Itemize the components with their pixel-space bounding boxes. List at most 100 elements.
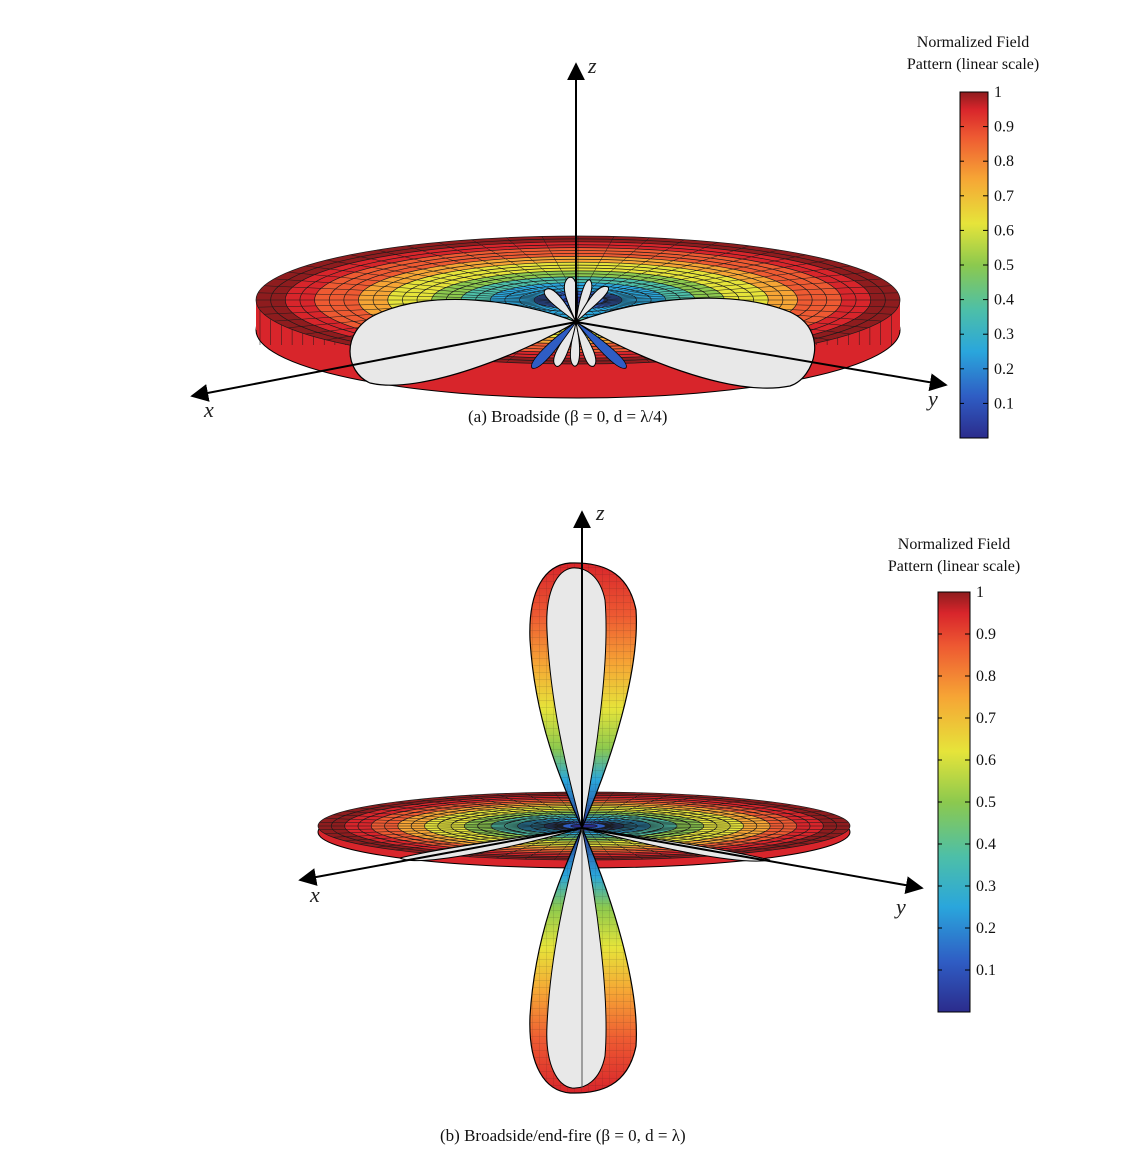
colorbar-b-gradient	[937, 591, 971, 1013]
colorbar-b-tick-label-3: 0.7	[976, 710, 996, 727]
pattern-b-mesh-spoke-27	[319, 826, 563, 831]
pattern-b-mesh-spoke-16	[524, 828, 580, 860]
colorbar-a-title: Normalized Field Pattern (linear scale)	[888, 32, 1058, 76]
pattern-a-mesh-spoke-29	[258, 292, 553, 300]
pattern-b-upper-lobe-cut	[546, 567, 607, 829]
caption-b: (b) Broadside/end-fire (β = 0, d = λ)	[440, 1126, 686, 1145]
colorbar-a-tick-label-1: 0.9	[994, 119, 1014, 136]
colorbar-b-tick-label-7: 0.3	[976, 878, 996, 895]
pattern-b-mesh-spoke-44	[588, 792, 644, 824]
pattern-b-mesh-spoke-2	[604, 826, 844, 834]
pattern-b-mesh-spoke-54	[604, 818, 844, 826]
pattern-b-mesh-spoke-22	[376, 827, 568, 848]
axes-b: z x y	[298, 500, 924, 919]
pattern-a-mesh-spoke-39	[471, 239, 570, 296]
pattern-b-mesh-spoke-21	[395, 827, 569, 851]
colorbar-a-tick-label-4: 0.6	[994, 222, 1014, 239]
pattern-b-mesh-spoke-3	[604, 826, 836, 838]
pattern-b-mesh-spoke-25	[332, 826, 564, 838]
colorbar-b-tick-label-1: 0.9	[976, 626, 996, 643]
pattern-b-mesh-spoke-4	[603, 826, 824, 842]
pattern-a-mesh-spoke-53	[602, 278, 882, 299]
pattern-b-mesh-spoke-55	[605, 821, 849, 826]
colorbar-b-tick-label-5: 0.5	[976, 794, 996, 811]
pattern-a-mesh-spoke-31	[274, 278, 554, 299]
pattern-a-mesh-spoke-38	[438, 242, 567, 296]
pattern-b-mesh-spoke-35	[395, 801, 569, 825]
pattern-a-cut-face-left	[349, 298, 578, 386]
caption-a: (a) Broadside (β = 0, d = λ/4)	[468, 407, 668, 426]
pattern-b-mesh-spoke-7	[599, 827, 773, 851]
pattern-a-mesh-spoke-49	[596, 254, 806, 297]
colorbar-b-ticks: 1 0.9 0.8 0.7 0.6 0.5 0.4 0.3 0.2 0.1	[938, 584, 996, 979]
pattern-a-mesh-spoke-52	[601, 271, 869, 299]
pattern-b-mesh-spoke-12	[588, 828, 644, 860]
pattern-a-mesh-spoke-48	[594, 249, 779, 297]
colorbar-b-tick-label-8: 0.2	[976, 920, 996, 937]
pattern-a-mesh-spoke-36	[377, 249, 562, 297]
pattern-a-mesh-spoke-54	[603, 285, 892, 300]
colorbar-a-tick-label-3: 0.7	[994, 188, 1014, 205]
pattern-b-mesh-spoke-32	[344, 810, 565, 826]
axis-b-y	[581, 827, 924, 895]
pattern-b-mesh-spoke-48	[597, 799, 750, 825]
axis-a-x	[190, 321, 577, 402]
pattern-b-mesh-spoke-50	[600, 804, 792, 825]
pattern-b-mesh-spoke-8	[597, 827, 750, 853]
colorbar-a-tick-label-8: 0.2	[994, 361, 1014, 378]
pattern-b-mesh-spoke-37	[442, 796, 573, 824]
axis-b-z-label: z	[595, 500, 605, 525]
pattern-b-lower-lobe-cut	[546, 827, 607, 1089]
pattern-a-mesh-spoke-33	[305, 265, 557, 298]
colorbar-a-tick-label-2: 0.8	[994, 153, 1014, 170]
pattern-b-mesh-spoke-49	[599, 801, 773, 825]
pattern-b-mesh-spoke-38	[468, 795, 575, 824]
pattern-a-mesh-spoke-51	[599, 265, 851, 298]
colorbar-a-title-line2: Pattern (linear scale)	[906, 56, 1040, 73]
pattern-a-mesh-spoke-45	[586, 239, 685, 296]
colorbar-b-title-line2: Pattern (linear scale)	[887, 558, 1021, 575]
pattern-b-mesh-spoke-5	[601, 827, 810, 845]
pattern-b-mesh-spoke-45	[590, 793, 672, 824]
pattern-a-mesh-spoke-47	[591, 245, 750, 296]
colorbar-a-tick-label-0: 1	[994, 84, 1002, 101]
pattern-a-mesh-spoke-30	[264, 285, 553, 300]
colorbar-a-title-line1: Normalized Field	[916, 34, 1030, 51]
pattern-b-mesh-spoke-29	[319, 821, 563, 826]
colorbar-b-title-line1: Normalized Field	[897, 536, 1011, 553]
pattern-b-mesh-spoke-39	[496, 793, 578, 824]
pattern-a-mesh-spoke-46	[589, 242, 718, 296]
pattern-a-mesh-spoke-44	[583, 237, 650, 296]
colorbar-b-tick-label-9: 0.1	[976, 962, 996, 979]
colorbar-a-tick-label-9: 0.1	[994, 395, 1014, 412]
axis-b-x-label: x	[309, 882, 320, 907]
pattern-a-mesh-spoke-50	[598, 259, 830, 298]
pattern-b-mesh-spoke-52	[603, 810, 824, 826]
axis-b-x	[298, 827, 583, 886]
pattern-b-mesh-spoke-51	[601, 807, 810, 825]
pattern-b-mesh-spoke-33	[358, 807, 567, 825]
axis-a-y	[575, 321, 948, 392]
pattern-b-mesh-spoke-47	[595, 796, 726, 824]
axis-a-z-label: z	[587, 53, 597, 78]
pattern-b-mesh-spoke-30	[324, 818, 564, 826]
pattern-b-mesh-spoke-34	[376, 804, 568, 825]
axes-a: z x y	[190, 53, 948, 422]
pattern-a-mesh-spoke-34	[326, 259, 558, 298]
colorbar-b: 1 0.9 0.8 0.7 0.6 0.5 0.4 0.3 0.2 0.1	[937, 584, 996, 1013]
colorbar-a-tick-label-6: 0.4	[994, 292, 1014, 309]
colorbar-b-tick-label-4: 0.6	[976, 752, 996, 769]
pattern-a-mesh-spoke-32	[287, 271, 555, 299]
colorbar-b-tick-label-0: 1	[976, 584, 984, 601]
pattern-b-mesh-spoke-46	[593, 795, 700, 824]
pattern-a-mesh-spoke-55	[603, 292, 898, 300]
figure-b-broadside-endfire: z x y 1 0.9 0.8 0.7 0.6 0.5 0.4 0.3 0.2 0.1	[298, 500, 996, 1094]
pattern-b-mesh-spoke-6	[600, 827, 792, 848]
pattern-b-mesh-spoke-1	[605, 826, 849, 831]
colorbar-a-tick-label-7: 0.3	[994, 326, 1014, 343]
pattern-b-mesh-spoke-26	[324, 826, 564, 834]
colorbar-b-tick-label-2: 0.8	[976, 668, 996, 685]
pattern-b-mesh-spoke-53	[604, 814, 836, 826]
